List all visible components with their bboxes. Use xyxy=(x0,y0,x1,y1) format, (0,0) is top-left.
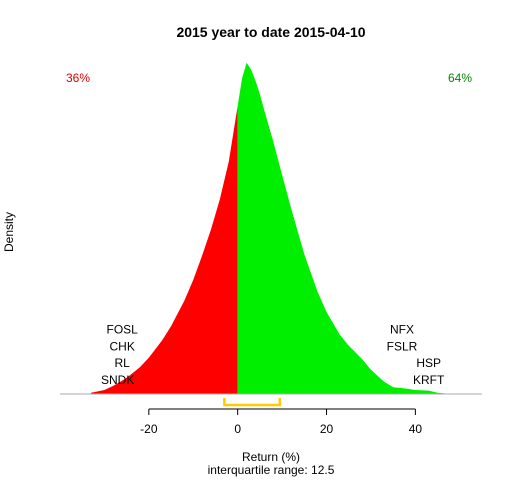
negative-share-label: 36% xyxy=(66,71,90,85)
ticker-label-left-2: RL xyxy=(115,356,131,370)
x-axis: -20 0 20 40 xyxy=(140,408,423,436)
y-axis-title: Density xyxy=(2,212,16,252)
plot-area xyxy=(60,62,482,407)
ticker-label-left-0: FOSL xyxy=(107,323,139,337)
iqr-caption: interquartile range: 12.5 xyxy=(208,463,335,477)
ticker-label-right-0: NFX xyxy=(390,323,414,337)
positive-share-label: 64% xyxy=(448,71,472,85)
ticker-label-left-1: CHK xyxy=(110,339,135,353)
interquartile-range-bracket xyxy=(223,398,282,407)
x-tick-label-0: -20 xyxy=(140,422,158,436)
ticker-label-right-2: HSP xyxy=(416,356,441,370)
ticker-labels: FOSL CHK RL SNDK NFX FSLR HSP KRFT xyxy=(101,323,445,387)
x-axis-title: Return (%) xyxy=(242,450,300,464)
x-tick-label-3: 40 xyxy=(409,422,423,436)
x-tick-label-2: 20 xyxy=(320,422,334,436)
positive-return-area xyxy=(237,62,451,394)
x-tick-label-1: 0 xyxy=(234,422,241,436)
ticker-label-right-1: FSLR xyxy=(387,339,418,353)
ticker-label-left-3: SNDK xyxy=(101,373,134,387)
ticker-label-right-3: KRFT xyxy=(413,373,445,387)
chart-title: 2015 year to date 2015-04-10 xyxy=(176,24,365,40)
negative-return-area xyxy=(91,105,238,394)
